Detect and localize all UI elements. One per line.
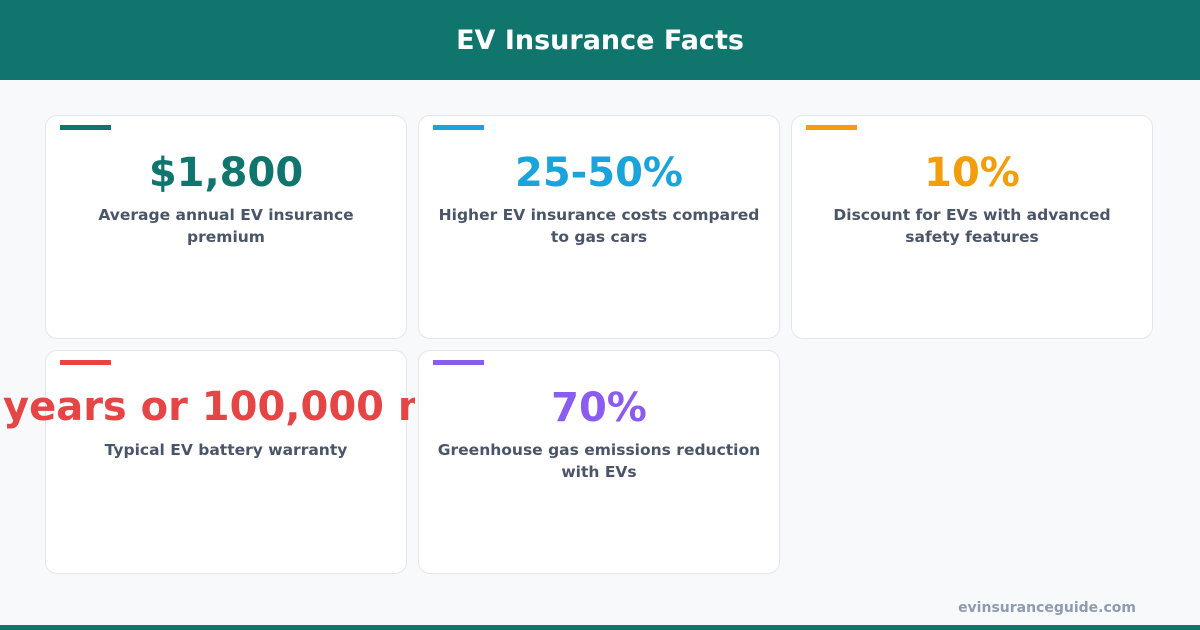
fact-card-premium: $1,800 Average annual EV insurance premi… <box>45 115 407 339</box>
fact-card-warranty: Typical EV battery warranty <box>45 350 407 574</box>
fact-label: Discount for EVs with advanced safety fe… <box>833 206 1111 246</box>
fact-label: Typical EV battery warranty <box>104 441 348 459</box>
fact-card-discount: 10% Discount for EVs with advanced safet… <box>791 115 1153 339</box>
accent-bar <box>60 360 111 365</box>
fact-card-emissions: 70% Greenhouse gas emissions reduction w… <box>418 350 780 574</box>
fact-value: $1,800 <box>148 150 304 196</box>
page-title: EV Insurance Facts <box>456 24 744 56</box>
fact-value: 25-50% <box>514 150 683 196</box>
fact-label: Average annual EV insurance premium <box>98 206 354 246</box>
fact-card-higher-costs: 25-50% Higher EV insurance costs compare… <box>418 115 780 339</box>
accent-bar <box>60 125 111 130</box>
fact-label: Higher EV insurance costs compared to ga… <box>438 206 760 246</box>
accent-bar <box>806 125 857 130</box>
accent-bar <box>433 125 484 130</box>
fact-label: Greenhouse gas emissions reduction with … <box>437 441 761 481</box>
site-url: evinsuranceguide.com <box>958 600 1136 616</box>
header: EV Insurance Facts <box>0 0 1200 80</box>
fact-value: 10% <box>924 150 1020 196</box>
footer-bar <box>0 625 1200 630</box>
fact-value: 70% <box>551 385 647 431</box>
accent-bar <box>433 360 484 365</box>
